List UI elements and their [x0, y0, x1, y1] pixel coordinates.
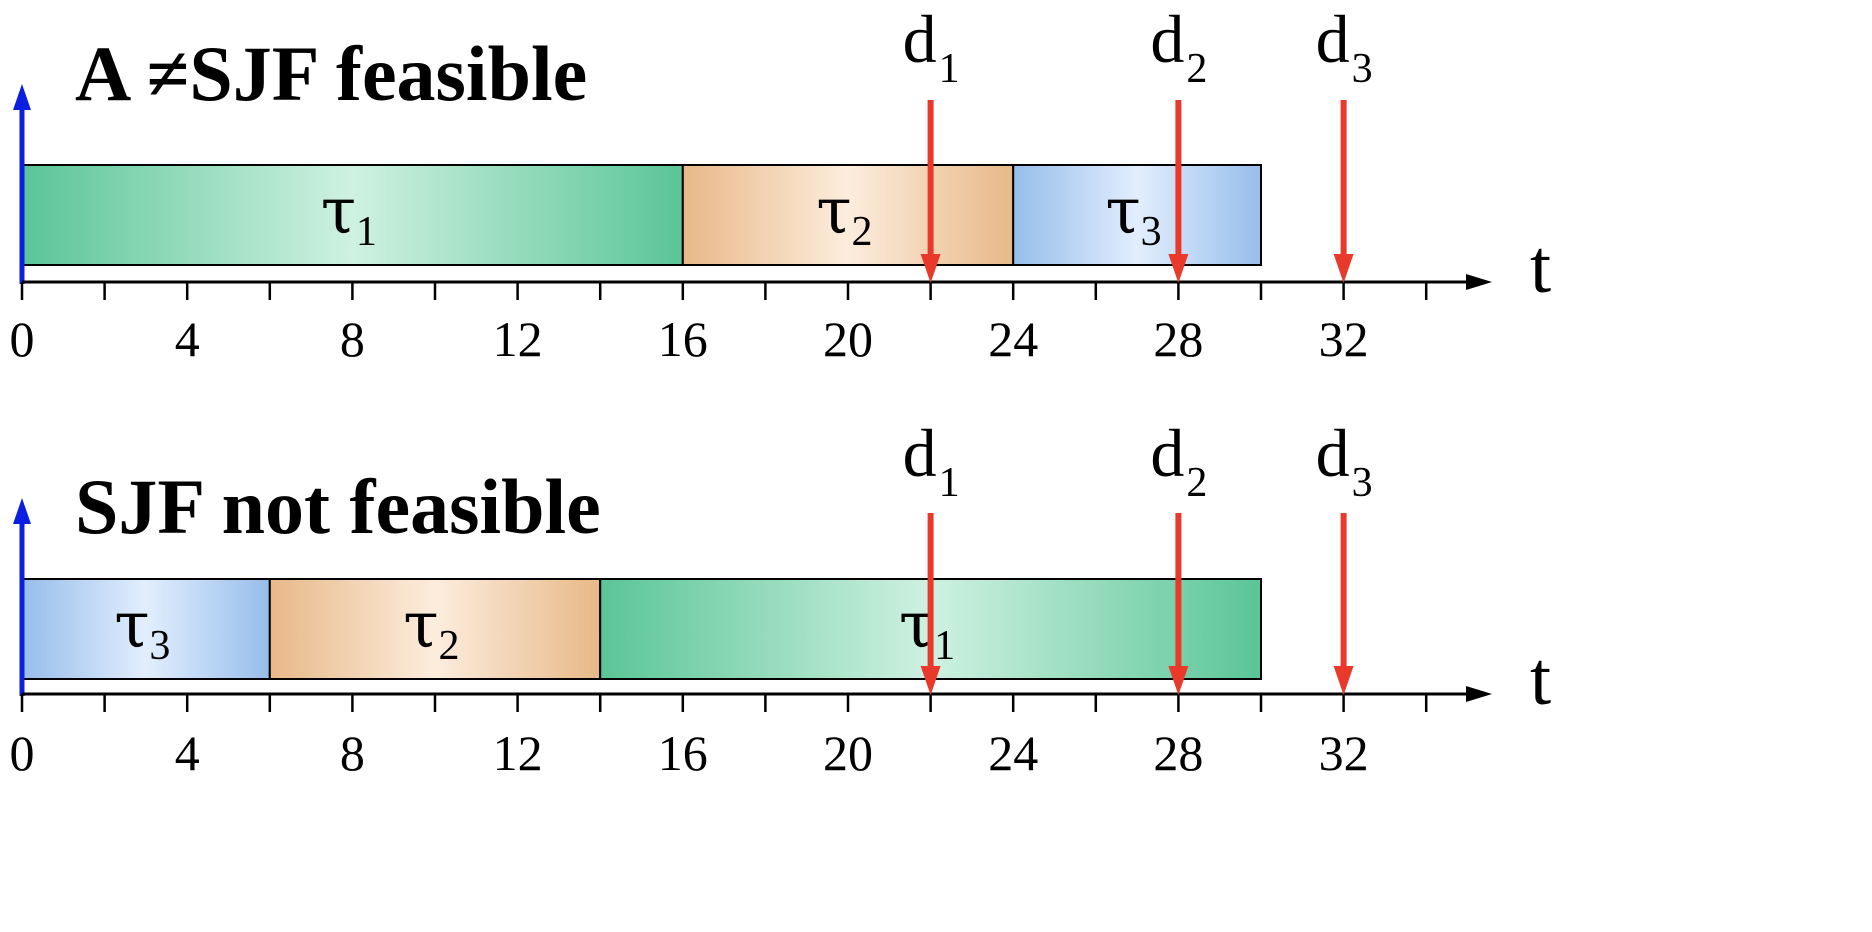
time-axis-label: t [1530, 637, 1551, 721]
tick-label: 32 [1319, 725, 1369, 781]
task-bar-tau3 [21, 578, 271, 680]
deadline-arrowhead [1333, 254, 1354, 283]
deadline-arrowhead [920, 254, 941, 283]
deadline-label-sub: 1 [939, 460, 960, 506]
tick-label: 12 [493, 311, 543, 367]
tick-label: 4 [175, 725, 200, 781]
deadline-label-sub: 2 [1186, 460, 1207, 506]
task-label-tau2: τ [816, 175, 851, 249]
time-axis-arrowhead [1466, 274, 1492, 290]
task-bar-tau1 [21, 164, 684, 266]
task-label-tau3: τ [114, 589, 149, 663]
deadline-arrowhead [920, 666, 941, 695]
task-bar-tau2 [268, 578, 602, 680]
deadline-label-sub: 2 [1186, 46, 1207, 92]
tick-label: 32 [1319, 311, 1369, 367]
deadline-label-3: d [1316, 415, 1350, 491]
panel-title: SJF not feasible [75, 463, 601, 550]
task-label-tau3: τ [1105, 175, 1140, 249]
deadline-label-3: d [1316, 1, 1350, 77]
tick-label: 16 [658, 311, 708, 367]
task-label-sub: 1 [934, 623, 955, 669]
deadline-label-sub: 3 [1352, 46, 1373, 92]
panel-title: A ≠SJF feasible [75, 30, 587, 117]
tick-label: 0 [10, 725, 35, 781]
tick-label: 20 [823, 311, 873, 367]
deadline-label-2: d [1150, 1, 1184, 77]
tick-label: 24 [988, 311, 1038, 367]
tick-label: 4 [175, 311, 200, 367]
task-bar-tau3 [1012, 164, 1263, 266]
task-label-sub: 1 [356, 209, 377, 255]
tick-label: 8 [340, 725, 365, 781]
deadline-arrowhead [1168, 254, 1189, 283]
task-label-sub: 3 [1141, 209, 1162, 255]
tick-label: 20 [823, 725, 873, 781]
task-label-sub: 2 [439, 623, 460, 669]
deadline-label-1: d [903, 1, 937, 77]
vertical-axis-arrowhead [13, 498, 31, 524]
tick-label: 28 [1153, 311, 1203, 367]
tick-label: 16 [658, 725, 708, 781]
tick-label: 0 [10, 311, 35, 367]
deadline-arrowhead [1168, 666, 1189, 695]
tick-label: 24 [988, 725, 1038, 781]
tick-label: 12 [493, 725, 543, 781]
task-label-tau2: τ [403, 589, 438, 663]
task-label-tau1: τ [321, 175, 356, 249]
time-axis-label: t [1530, 225, 1551, 309]
time-axis-arrowhead [1466, 686, 1492, 702]
deadline-label-2: d [1150, 415, 1184, 491]
tick-label: 8 [340, 311, 365, 367]
task-label-sub: 2 [852, 209, 873, 255]
vertical-axis-arrowhead [13, 84, 31, 110]
tick-label: 28 [1153, 725, 1203, 781]
deadline-label-1: d [903, 415, 937, 491]
deadline-label-sub: 3 [1352, 460, 1373, 506]
deadline-label-sub: 1 [939, 46, 960, 92]
task-bar-tau2 [681, 164, 1015, 266]
deadline-arrowhead [1333, 666, 1354, 695]
task-label-sub: 3 [149, 623, 170, 669]
